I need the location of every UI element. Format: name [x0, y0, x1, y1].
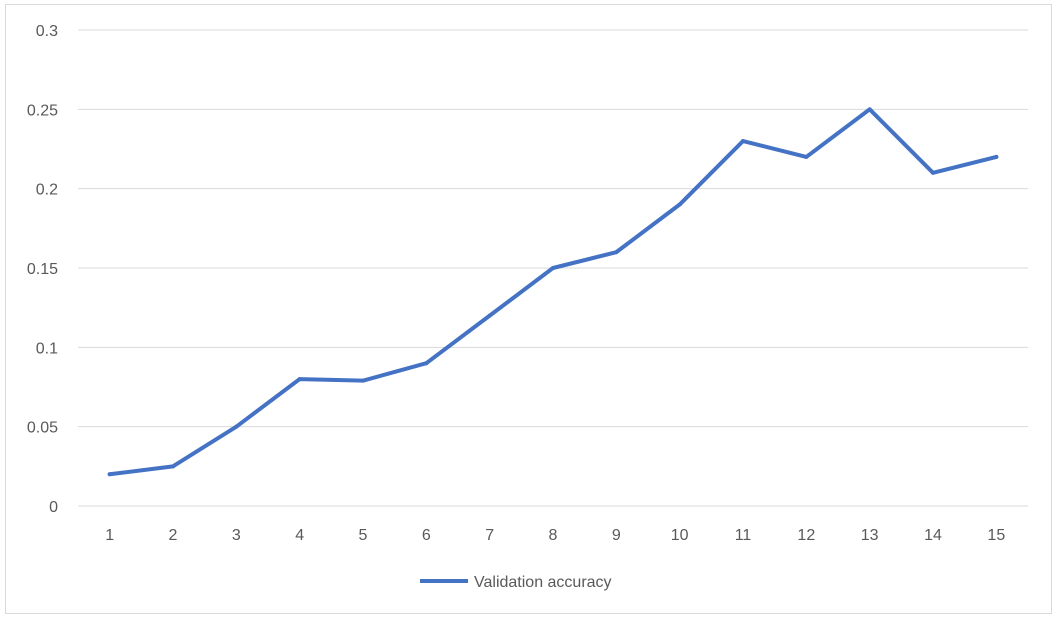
data-point [677, 202, 682, 207]
x-tick-label: 8 [549, 527, 558, 544]
data-point [424, 361, 429, 366]
series-group [107, 107, 999, 477]
x-tick-label: 5 [359, 527, 368, 544]
x-tick-label: 15 [987, 527, 1005, 544]
y-tick-label: 0.2 [36, 182, 58, 199]
legend-label-validation-accuracy: Validation accuracy [474, 574, 612, 591]
x-tick-label: 10 [671, 527, 689, 544]
y-tick-label: 0.3 [36, 23, 58, 40]
series-line-validation-accuracy [107, 107, 999, 477]
x-tick-label: 12 [797, 527, 815, 544]
y-tick-label: 0.05 [27, 420, 58, 437]
x-tick-label: 7 [485, 527, 494, 544]
data-point [234, 424, 239, 429]
data-point [994, 154, 999, 159]
data-point [741, 139, 745, 144]
data-point [931, 170, 935, 175]
data-point [614, 250, 619, 255]
y-axis-labels: 0 0.05 0.1 0.15 0.2 0.25 0.3 [27, 23, 58, 516]
data-point [867, 107, 872, 112]
data-point [171, 464, 175, 469]
legend: Validation accuracy [420, 574, 612, 591]
y-tick-label: 0.15 [27, 261, 58, 278]
y-tick-label: 0 [49, 499, 58, 516]
x-tick-label: 13 [861, 527, 879, 544]
data-point [297, 377, 302, 382]
x-tick-label: 3 [232, 527, 241, 544]
x-tick-label: 11 [735, 527, 752, 544]
data-point [361, 378, 365, 383]
y-tick-label: 0.1 [36, 340, 58, 357]
x-tick-label: 2 [169, 527, 178, 544]
y-tick-label: 0.25 [27, 102, 58, 119]
x-tick-label: 14 [924, 527, 942, 544]
data-point [487, 313, 492, 318]
x-tick-label: 4 [295, 527, 304, 544]
data-point [107, 472, 112, 477]
x-axis-labels: 1 2 3 4 5 6 7 8 9 10 11 12 13 14 15 [105, 527, 1005, 544]
data-point [551, 266, 555, 270]
x-tick-label: 6 [422, 527, 431, 544]
x-tick-label: 9 [612, 527, 621, 544]
data-point [804, 154, 809, 159]
x-tick-label: 1 [105, 527, 114, 544]
chart-frame [5, 4, 1052, 614]
